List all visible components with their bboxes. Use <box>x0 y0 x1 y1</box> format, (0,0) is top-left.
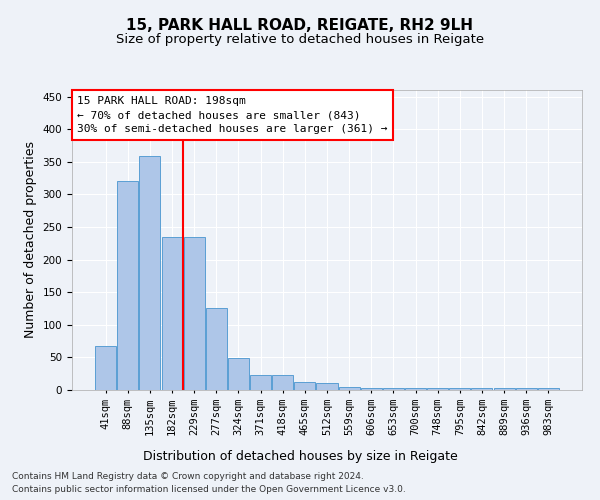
Text: Size of property relative to detached houses in Reigate: Size of property relative to detached ho… <box>116 32 484 46</box>
Bar <box>338 386 359 390</box>
Bar <box>206 308 227 390</box>
Bar <box>118 180 139 390</box>
Text: 15, PARK HALL ROAD, REIGATE, RH2 9LH: 15, PARK HALL ROAD, REIGATE, RH2 9LH <box>127 18 473 32</box>
Bar <box>472 388 493 390</box>
Text: 15 PARK HALL ROAD: 198sqm
← 70% of detached houses are smaller (843)
30% of semi: 15 PARK HALL ROAD: 198sqm ← 70% of detac… <box>77 96 388 134</box>
Bar <box>161 238 182 390</box>
Bar <box>272 375 293 390</box>
Bar <box>449 388 470 390</box>
Bar <box>405 388 426 390</box>
Text: Distribution of detached houses by size in Reigate: Distribution of detached houses by size … <box>143 450 457 463</box>
Bar <box>427 388 448 390</box>
Bar <box>139 156 160 390</box>
Bar <box>538 388 559 390</box>
Text: Contains public sector information licensed under the Open Government Licence v3: Contains public sector information licen… <box>12 485 406 494</box>
Bar <box>316 384 338 390</box>
Bar <box>295 382 316 390</box>
Bar <box>383 388 404 390</box>
Y-axis label: Number of detached properties: Number of detached properties <box>24 142 37 338</box>
Bar <box>250 375 271 390</box>
Bar <box>228 358 249 390</box>
Bar <box>95 346 116 390</box>
Bar <box>515 388 536 390</box>
Bar <box>361 388 382 390</box>
Bar <box>184 238 205 390</box>
Text: Contains HM Land Registry data © Crown copyright and database right 2024.: Contains HM Land Registry data © Crown c… <box>12 472 364 481</box>
Bar <box>494 388 515 390</box>
